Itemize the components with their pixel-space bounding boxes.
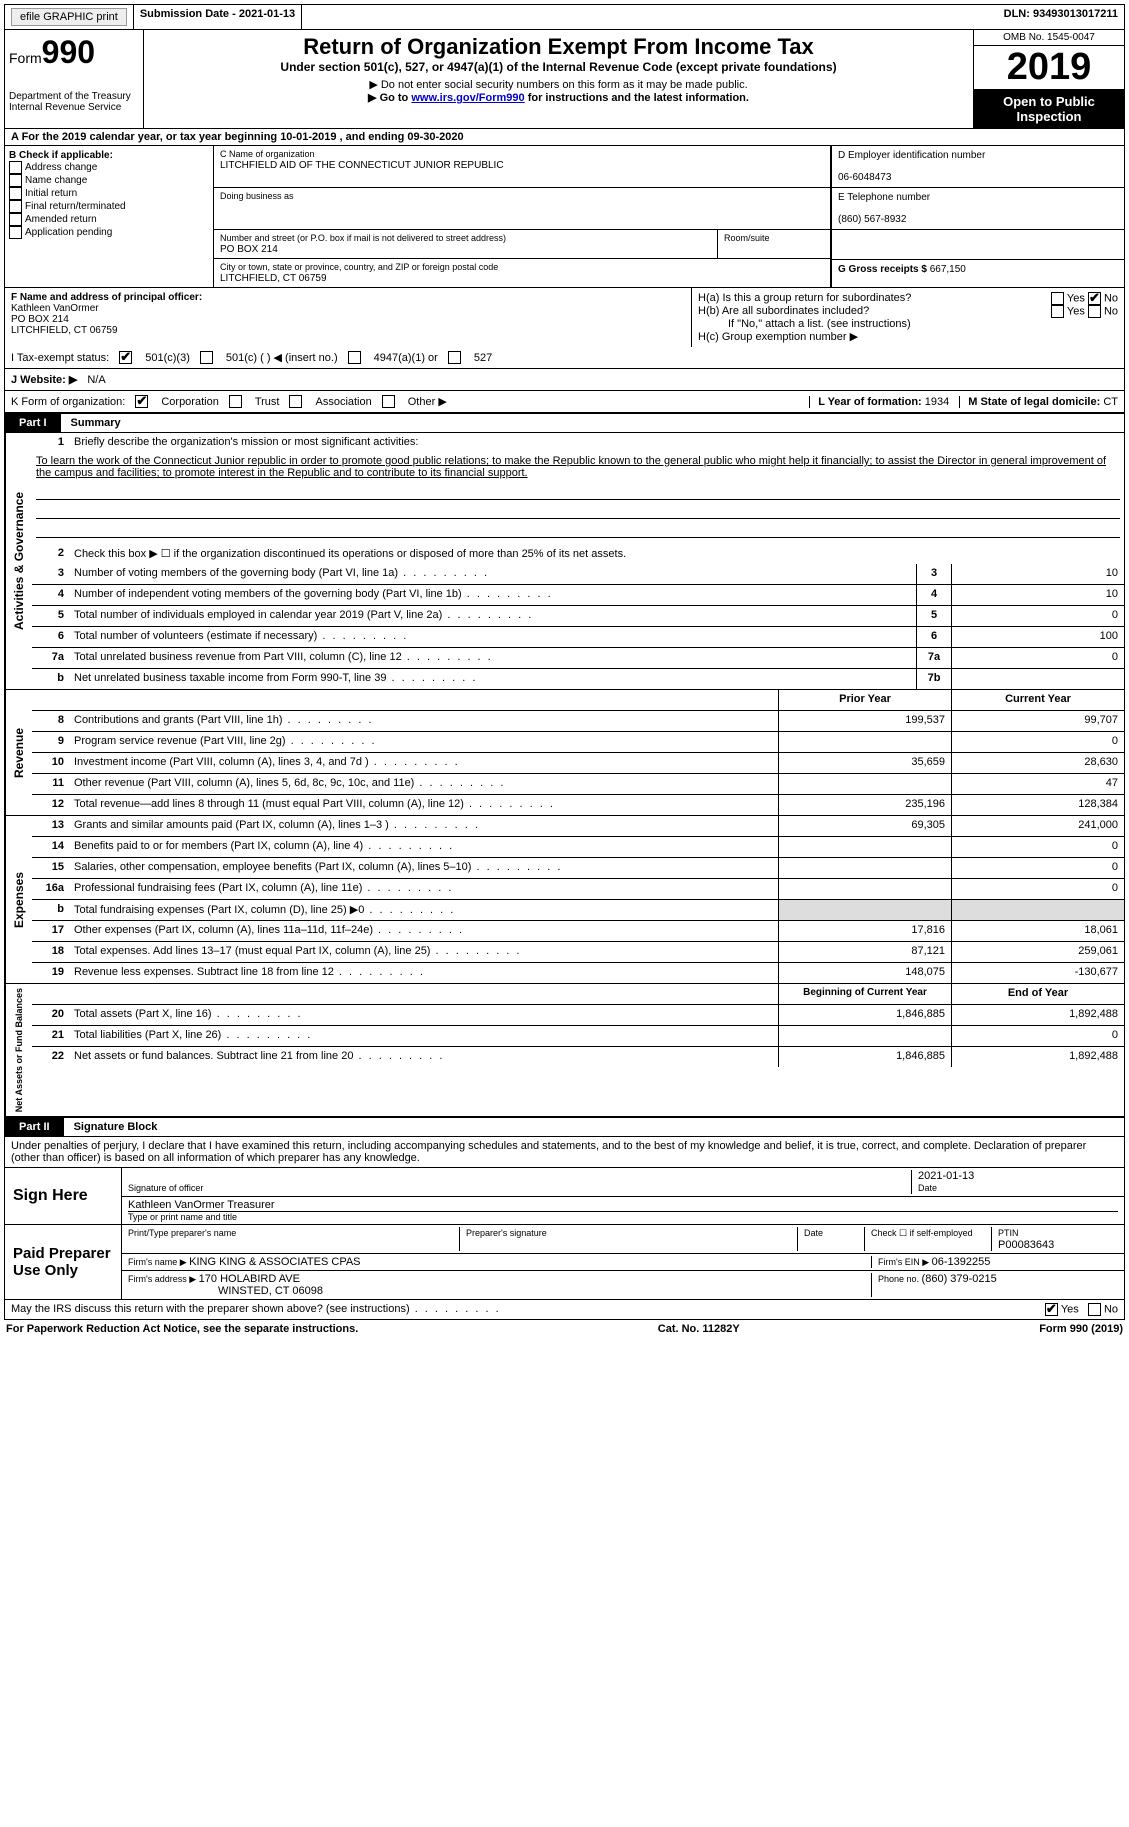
label-gross: G Gross receipts $	[838, 264, 930, 275]
data-row: 11Other revenue (Part VIII, column (A), …	[32, 774, 1124, 795]
note-ssn: ▶ Do not enter social security numbers o…	[152, 78, 965, 91]
note-link: ▶ Go to www.irs.gov/Form990 for instruct…	[152, 91, 965, 104]
website-row: J Website: ▶ N/A	[4, 369, 1125, 391]
label-officer: F Name and address of principal officer:	[11, 292, 202, 303]
row-a-tax-year: A For the 2019 calendar year, or tax yea…	[4, 129, 1125, 146]
section-fh: F Name and address of principal officer:…	[4, 287, 1125, 347]
form-subtitle: Under section 501(c), 527, or 4947(a)(1)…	[152, 60, 965, 74]
vtab-netassets: Net Assets or Fund Balances	[5, 984, 32, 1116]
data-row: 16aProfessional fundraising fees (Part I…	[32, 879, 1124, 900]
label-city: City or town, state or province, country…	[220, 262, 498, 272]
table-netassets: Net Assets or Fund Balances Beginning of…	[4, 984, 1125, 1117]
box-b: B Check if applicable: Address change Na…	[5, 146, 214, 287]
data-row: 22Net assets or fund balances. Subtract …	[32, 1047, 1124, 1067]
summary-row: 4Number of independent voting members of…	[32, 585, 1124, 606]
korg-row: K Form of organization: Corporation Trus…	[4, 391, 1125, 413]
summary-row: bNet unrelated business taxable income f…	[32, 669, 1124, 689]
street-value: PO BOX 214	[220, 244, 278, 255]
data-row: 8Contributions and grants (Part VIII, li…	[32, 711, 1124, 732]
hc-label: H(c) Group exemption number ▶	[698, 330, 1118, 343]
irs-link[interactable]: www.irs.gov/Form990	[411, 92, 524, 104]
vtab-revenue: Revenue	[5, 690, 32, 815]
section-identity: B Check if applicable: Address change Na…	[4, 146, 1125, 287]
data-row: 12Total revenue—add lines 8 through 11 (…	[32, 795, 1124, 815]
data-row: 17Other expenses (Part IX, column (A), l…	[32, 921, 1124, 942]
officer-name: Kathleen VanOrmer	[11, 303, 99, 314]
ha-label: H(a) Is this a group return for subordin…	[698, 292, 911, 305]
officer-city: LITCHFIELD, CT 06759	[11, 325, 118, 336]
signature-block: Sign Here Signature of officer 2021-01-1…	[4, 1168, 1125, 1300]
omb-number: OMB No. 1545-0047	[974, 30, 1124, 46]
table-expenses: Expenses 13Grants and similar amounts pa…	[4, 816, 1125, 984]
phone-value: (860) 567-8932	[838, 214, 906, 225]
data-row: 19Revenue less expenses. Subtract line 1…	[32, 963, 1124, 983]
label-room: Room/suite	[724, 233, 770, 243]
data-row: 9Program service revenue (Part VIII, lin…	[32, 732, 1124, 753]
form-title: Return of Organization Exempt From Incom…	[152, 34, 965, 60]
summary-row: 3Number of voting members of the governi…	[32, 564, 1124, 585]
data-row: 20Total assets (Part X, line 16)1,846,88…	[32, 1005, 1124, 1026]
label-dba: Doing business as	[220, 191, 294, 201]
tax-exempt-row: I Tax-exempt status: 501(c)(3) 501(c) ( …	[4, 347, 1125, 369]
label-org-name: C Name of organization	[220, 149, 315, 159]
submission-date: Submission Date - 2021-01-13	[134, 5, 302, 29]
part2-header: Part II Signature Block	[4, 1117, 1125, 1137]
data-row: 10Investment income (Part VIII, column (…	[32, 753, 1124, 774]
label-phone: E Telephone number	[838, 192, 930, 203]
data-row: 14Benefits paid to or for members (Part …	[32, 837, 1124, 858]
vtab-governance: Activities & Governance	[5, 433, 32, 689]
ein-value: 06-6048473	[838, 172, 891, 183]
open-inspection: Open to Public Inspection	[974, 90, 1124, 128]
data-row: 15Salaries, other compensation, employee…	[32, 858, 1124, 879]
summary-row: 6Total number of volunteers (estimate if…	[32, 627, 1124, 648]
officer-addr: PO BOX 214	[11, 314, 69, 325]
data-row: bTotal fundraising expenses (Part IX, co…	[32, 900, 1124, 921]
hb-label: H(b) Are all subordinates included?	[698, 305, 869, 318]
data-row: 21Total liabilities (Part X, line 26)0	[32, 1026, 1124, 1047]
top-bar: efile GRAPHIC print Submission Date - 20…	[4, 4, 1125, 30]
footer: For Paperwork Reduction Act Notice, see …	[4, 1320, 1125, 1338]
data-row: 18Total expenses. Add lines 13–17 (must …	[32, 942, 1124, 963]
dln: DLN: 93493013017211	[998, 5, 1124, 29]
city-value: LITCHFIELD, CT 06759	[220, 273, 327, 284]
data-row: 13Grants and similar amounts paid (Part …	[32, 816, 1124, 837]
efile-print-button[interactable]: efile GRAPHIC print	[11, 8, 127, 26]
summary-row: 5Total number of individuals employed in…	[32, 606, 1124, 627]
summary-row: 7aTotal unrelated business revenue from …	[32, 648, 1124, 669]
part1-header: Part I Summary	[4, 413, 1125, 433]
vtab-expenses: Expenses	[5, 816, 32, 983]
h-note: If "No," attach a list. (see instruction…	[698, 318, 1118, 330]
declaration-text: Under penalties of perjury, I declare th…	[4, 1137, 1125, 1168]
mission-text: To learn the work of the Connecticut Jun…	[32, 453, 1124, 481]
dept-treasury: Department of the Treasury Internal Reve…	[9, 91, 139, 113]
gross-value: 667,150	[930, 264, 966, 275]
discuss-row: May the IRS discuss this return with the…	[4, 1300, 1125, 1320]
form-number: Form990	[9, 34, 139, 71]
table-governance: Activities & Governance 1 Briefly descri…	[4, 433, 1125, 690]
table-revenue: Revenue Prior Year Current Year 8Contrib…	[4, 690, 1125, 816]
label-street: Number and street (or P.O. box if mail i…	[220, 233, 506, 243]
tax-year: 2019	[974, 46, 1124, 90]
org-name: LITCHFIELD AID OF THE CONNECTICUT JUNIOR…	[220, 160, 504, 171]
form-header: Form990 Department of the Treasury Inter…	[4, 30, 1125, 129]
label-ein: D Employer identification number	[838, 150, 985, 161]
